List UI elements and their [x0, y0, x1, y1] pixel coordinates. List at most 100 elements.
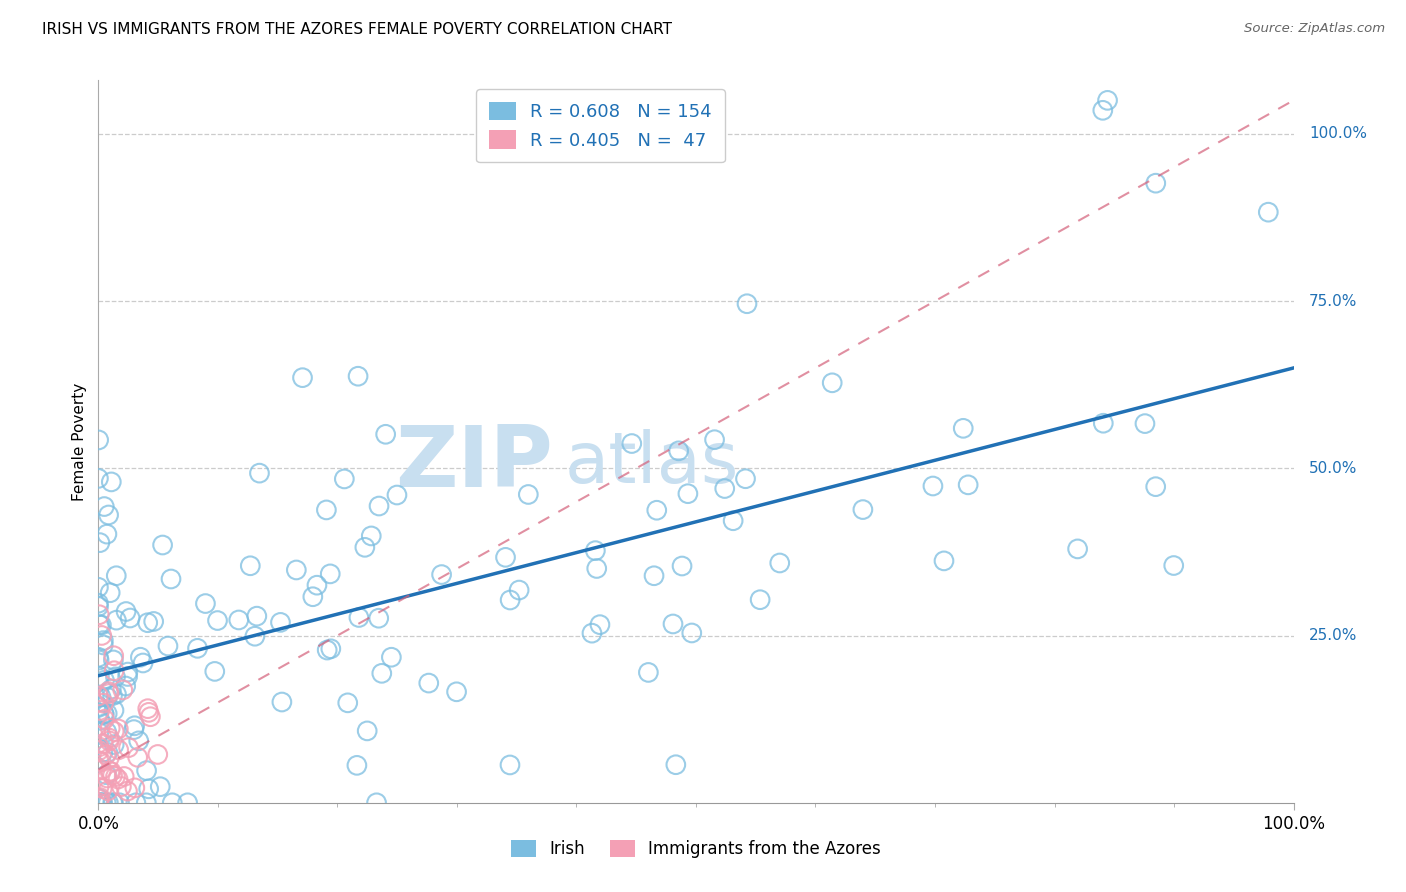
Point [356, 723, 378, 738]
Point [93, 706, 115, 721]
Point [87, 796, 110, 810]
Point [96, 771, 118, 785]
Text: atlas: atlas [565, 429, 740, 498]
Point [91, 745, 114, 759]
Point [418, 676, 440, 690]
Point [693, 94, 716, 108]
Point [103, 738, 125, 752]
Point [769, 556, 792, 570]
Point [96, 725, 118, 739]
Point [1092, 416, 1115, 430]
Point [98, 731, 121, 746]
Point [316, 643, 339, 657]
Point [87, 650, 110, 665]
Point [160, 572, 183, 586]
Point [87, 792, 110, 806]
Point [97, 784, 120, 798]
Point [117, 669, 139, 683]
Point [103, 724, 125, 739]
Point [87, 743, 110, 757]
Point [87, 596, 110, 610]
Point [103, 664, 125, 678]
Point [676, 486, 699, 500]
Point [105, 613, 128, 627]
Point [87, 599, 110, 614]
Text: ZIP: ZIP [395, 422, 553, 505]
Point [315, 503, 337, 517]
Point [360, 529, 382, 543]
Point [96, 768, 118, 782]
Point [922, 479, 945, 493]
Point [152, 538, 174, 552]
Point [90, 690, 112, 704]
Point [1144, 480, 1167, 494]
Point [105, 687, 128, 701]
Point [508, 583, 530, 598]
Point [495, 550, 517, 565]
Point [115, 605, 138, 619]
Text: 75.0%: 75.0% [1309, 293, 1357, 309]
Point [671, 559, 693, 574]
Point [87, 796, 110, 810]
Point [239, 558, 262, 573]
Point [87, 791, 110, 805]
Point [374, 427, 396, 442]
Point [87, 580, 110, 594]
Point [104, 770, 127, 784]
Point [117, 784, 139, 798]
Point [96, 690, 118, 705]
Point [353, 541, 375, 555]
Point [333, 472, 356, 486]
Point [146, 747, 169, 762]
Point [104, 670, 127, 684]
Point [107, 722, 129, 736]
Point [97, 796, 120, 810]
Point [122, 723, 145, 737]
Point [97, 684, 120, 698]
Point [87, 699, 110, 714]
Point [249, 466, 271, 480]
Point [136, 615, 159, 630]
Point [139, 709, 162, 723]
Point [89, 796, 111, 810]
Point [89, 796, 111, 810]
Point [107, 743, 129, 757]
Point [285, 563, 308, 577]
Point [176, 796, 198, 810]
Point [87, 739, 110, 754]
Point [645, 503, 668, 517]
Point [228, 613, 250, 627]
Point [585, 561, 607, 575]
Point [346, 758, 368, 772]
Point [385, 488, 408, 502]
Point [668, 443, 690, 458]
Point [98, 751, 121, 765]
Point [305, 578, 328, 592]
Point [347, 369, 370, 384]
Point [319, 641, 342, 656]
Point [499, 593, 522, 607]
Point [90, 763, 112, 777]
Point [87, 689, 110, 703]
Point [98, 764, 121, 779]
Point [129, 650, 152, 665]
Point [89, 669, 111, 683]
Point [97, 746, 120, 760]
Text: 100.0%: 100.0% [1309, 127, 1367, 141]
Point [111, 682, 134, 697]
Point [89, 653, 111, 667]
Point [127, 750, 149, 764]
Point [643, 568, 665, 582]
Point [91, 638, 114, 652]
Point [117, 665, 139, 679]
Point [100, 475, 122, 489]
Point [952, 421, 974, 435]
Point [135, 796, 157, 810]
Point [93, 500, 115, 514]
Point [87, 754, 110, 768]
Point [204, 665, 226, 679]
Text: IRISH VS IMMIGRANTS FROM THE AZORES FEMALE POVERTY CORRELATION CHART: IRISH VS IMMIGRANTS FROM THE AZORES FEMA… [42, 22, 672, 37]
Point [87, 433, 110, 447]
Point [319, 566, 342, 581]
Point [662, 617, 685, 632]
